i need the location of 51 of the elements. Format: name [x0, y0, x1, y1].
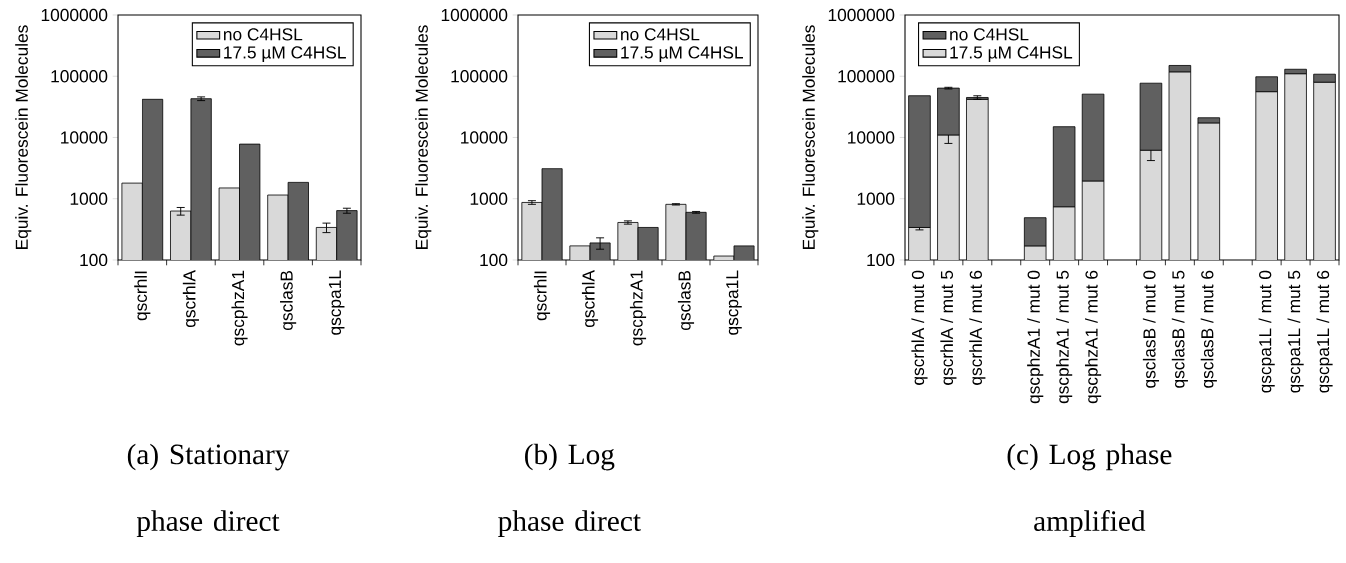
y-tick-label: 1000000: [828, 8, 895, 22]
y-tick-label: 100000: [51, 70, 108, 83]
bar: [1197, 117, 1221, 124]
legend-label: 17.5 µM C4HSL: [621, 46, 743, 63]
x-tick-label: qscpa1L / mut 0: [1258, 270, 1275, 393]
text: (b) Log phase direct: [498, 443, 641, 537]
x-tick-label: qscphzA1 / mut 5: [1056, 270, 1073, 404]
x-tick-label: qscphzA1 / mut 6: [1084, 270, 1102, 404]
x-tick-label: qscrhlA: [581, 270, 599, 328]
x-tick-label: qscphzA1: [629, 270, 647, 346]
legend-label: no C4HSL: [950, 28, 1029, 41]
y-tick-label: 1000: [470, 192, 508, 205]
legend-label: 17.5 µM C4HSL: [950, 46, 1073, 63]
x-tick-label: qsclasB: [677, 270, 695, 330]
y-tick-label: 100000: [838, 70, 895, 83]
x-tick-label: qsclasB / mut 0: [1142, 270, 1160, 388]
text: (a) Stationary phase direct: [127, 443, 290, 537]
y-axis-title: Equiv. Fluorescein Molecules: [15, 25, 32, 249]
text: (c) Log phase amplified: [1007, 443, 1172, 537]
x-tick-label: qscpa1L: [328, 270, 345, 335]
y-axis-title: Equiv. Fluorescein Molecules: [415, 25, 432, 249]
x-tick-label: qscrhlA: [182, 270, 199, 328]
y-tick-label: 1000: [857, 192, 895, 205]
x-tick-label: qscrhlA / mut 5: [940, 270, 957, 385]
x-tick-label: qscphzA1: [231, 270, 248, 346]
y-tick-label: 1000000: [441, 8, 508, 22]
x-tick-label: qscrhlA / mut 0: [911, 270, 928, 385]
y-axis-title: Equiv. Fluorescein Molecules: [802, 25, 819, 249]
legend-label: no C4HSL: [621, 28, 700, 41]
x-tick-label: qsclasB: [280, 270, 297, 330]
y-tick-label: 1000: [70, 192, 108, 205]
x-tick-label: qscpa1L / mut 5: [1287, 270, 1304, 393]
y-tick-label: 100: [480, 253, 508, 267]
bar: [1255, 76, 1278, 93]
x-tick-label: qscrhlI: [134, 271, 151, 321]
x-tick-label: qscpa1L: [726, 270, 742, 335]
y-tick-label: 10000: [461, 131, 508, 144]
x-tick-label: qscrhlI: [533, 271, 551, 321]
y-tick-label: 10000: [848, 131, 895, 144]
y-tick-label: 1000000: [41, 8, 108, 22]
legend-label: 17.5 µM C4HSL: [224, 46, 346, 63]
x-tick-label: qsclasB / mut 5: [1171, 270, 1188, 388]
x-tick-label: qsclasB / mut 6: [1200, 270, 1217, 388]
legend-label: no C4HSL: [223, 28, 303, 41]
y-tick-label: 10000: [61, 131, 108, 144]
y-tick-label: 100: [867, 253, 895, 267]
x-tick-label: qscpa1L / mut 6: [1316, 270, 1333, 393]
y-tick-label: 100000: [451, 70, 508, 83]
y-tick-label: 100: [80, 253, 108, 267]
x-tick-label: qscphzA1 / mut 0: [1027, 270, 1044, 404]
x-tick-label: qscrhlA / mut 6: [969, 270, 986, 385]
